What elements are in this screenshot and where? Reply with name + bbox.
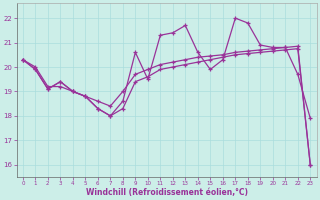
X-axis label: Windchill (Refroidissement éolien,°C): Windchill (Refroidissement éolien,°C) [85, 188, 248, 197]
